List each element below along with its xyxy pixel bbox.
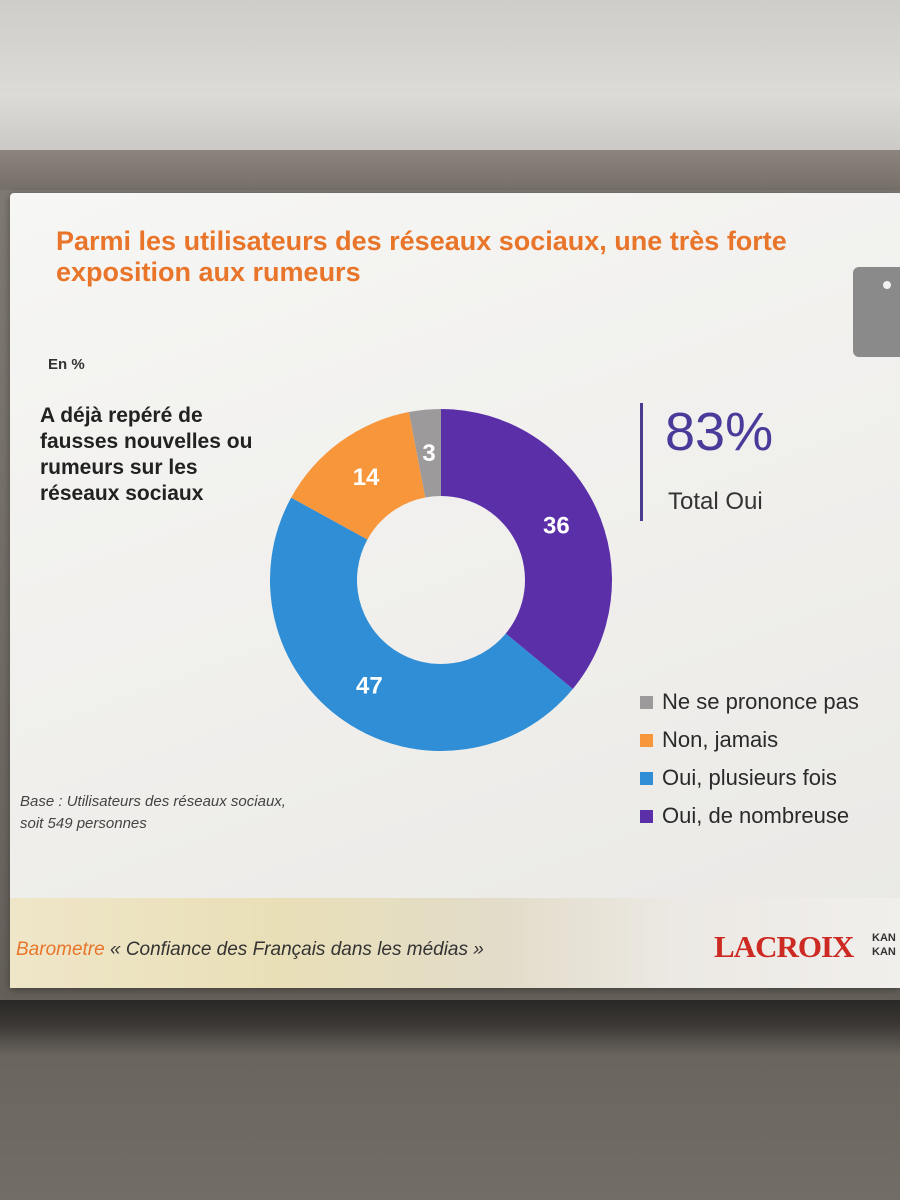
chart-legend: Ne se prononce pas Non, jamais Oui, plus… — [640, 683, 900, 835]
legend-label: Non, jamais — [662, 727, 779, 752]
donut-slice — [270, 497, 573, 751]
legend-item: Oui, de nombreuse — [640, 797, 900, 835]
legend-swatch — [640, 809, 653, 823]
total-label: Total Oui — [668, 488, 763, 515]
slice-value-label: 3 — [422, 440, 435, 467]
donut-slice — [441, 409, 612, 689]
legend-label: Oui, de nombreuse — [662, 803, 850, 828]
room-wall — [0, 0, 900, 158]
base-note-line: soit 549 personnes — [20, 815, 147, 832]
slice-value-label: 14 — [353, 464, 380, 491]
legend-swatch — [640, 733, 653, 747]
legend-item: Oui, plusieurs fois — [640, 759, 900, 797]
kantar-logo: KAN KAN — [872, 932, 896, 958]
projected-slide: Parmi les utilisateurs des réseaux socia… — [10, 193, 900, 988]
chart-question: A déjà repéré de fausses nouvelles ou ru… — [40, 404, 253, 505]
unit-label: En % — [48, 356, 85, 373]
legend-swatch — [640, 695, 653, 709]
footer-accent: Barometre — [16, 939, 105, 960]
room-floor — [0, 1000, 900, 1200]
legend-item: Ne se prononce pas — [640, 683, 900, 721]
footer-caption: Barometre « Confiance des Français dans … — [16, 939, 484, 961]
donut-slice — [291, 412, 426, 540]
legend-label: Ne se prononce pas — [662, 689, 859, 714]
legend-label: Oui, plusieurs fois — [662, 765, 837, 790]
base-note: Base : Utilisateurs des réseaux sociaux,… — [20, 791, 400, 835]
total-divider — [640, 403, 643, 521]
donut-chart-svg: 36 47 14 3 — [270, 409, 612, 751]
donut-slice — [408, 409, 441, 498]
slice-value-label: 36 — [543, 513, 570, 540]
slide-corner-icon — [853, 267, 900, 357]
footer-text: « Confiance des Français dans les médias… — [104, 939, 484, 960]
slide-footer — [10, 898, 900, 988]
base-note-line: Base : Utilisateurs des réseaux sociaux, — [20, 793, 286, 810]
total-value: 83% — [665, 402, 774, 462]
room-ceiling-band — [0, 150, 900, 190]
legend-item: Non, jamais — [640, 721, 900, 759]
slide-title: Parmi les utilisateurs des réseaux socia… — [56, 226, 787, 287]
legend-swatch — [640, 771, 653, 785]
donut-chart: 36 47 14 3 — [266, 405, 616, 755]
slice-value-label: 47 — [356, 672, 383, 699]
la-croix-logo: LACROIX — [714, 929, 854, 964]
